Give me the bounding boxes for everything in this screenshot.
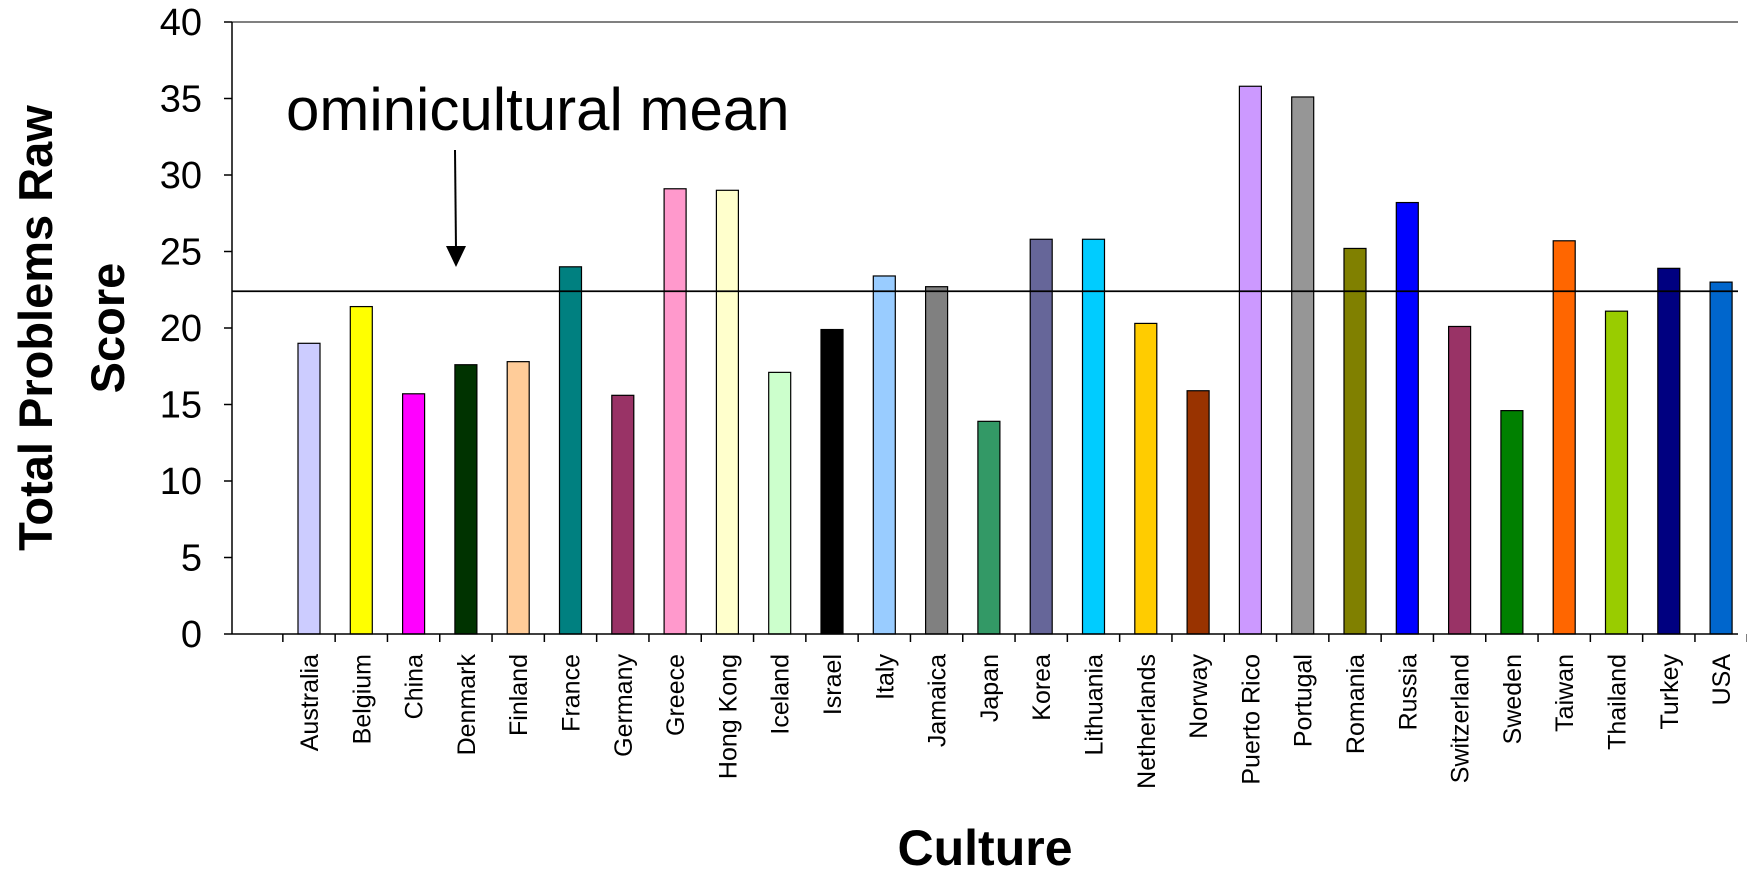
x-tick-label: Greece <box>662 654 690 736</box>
mean-arrow-shaft <box>454 149 457 251</box>
x-tick-label: Russia <box>1394 654 1422 731</box>
x-tick-label: Germany <box>610 654 638 757</box>
x-axis-title: Culture <box>898 820 1073 872</box>
bar-denmark <box>454 364 478 635</box>
bar-australia <box>297 342 321 635</box>
bar-japan <box>977 420 1001 635</box>
bar-norway <box>1186 390 1210 635</box>
x-tick-label: Puerto Rico <box>1237 654 1265 785</box>
x-tick-label: Hong Kong <box>714 654 742 779</box>
bar-sweden <box>1500 410 1524 635</box>
y-tick-label: 15 <box>160 385 202 427</box>
x-tick-label: Iceland <box>767 654 795 735</box>
y-tick-label: 10 <box>160 461 202 503</box>
bar-netherlands <box>1134 322 1158 635</box>
y-tick-label: 35 <box>160 79 202 121</box>
bar-thailand <box>1604 310 1629 635</box>
bar-iceland <box>768 371 792 635</box>
bar-lithuania <box>1081 238 1106 635</box>
x-tick-label: France <box>558 654 586 732</box>
bar-china <box>402 393 426 635</box>
bar-israel <box>820 328 844 635</box>
mean-line-group: ominicultural mean <box>232 76 1738 293</box>
bar-hong-kong <box>715 189 740 635</box>
bar-france <box>558 266 583 635</box>
x-tick-label: Australia <box>296 654 324 751</box>
y-tick-label: 30 <box>160 155 202 197</box>
mean-line-label: ominicultural mean <box>286 76 790 143</box>
axes <box>231 21 1747 642</box>
x-tick-label: Denmark <box>453 654 481 756</box>
x-tick-label: Finland <box>505 654 533 736</box>
x-axis-labels: Australia Belgium China Denmark Finland Franc… <box>296 654 1736 789</box>
y-axis-title-line-2: Score <box>81 263 134 394</box>
bar-portugal <box>1291 96 1315 635</box>
x-tick-label: Japan <box>976 654 1004 722</box>
bar-greece <box>663 188 687 635</box>
bar-jamaica <box>924 286 949 635</box>
y-axis-title-line-1: Total Problems Raw <box>9 105 62 551</box>
bar-russia <box>1395 201 1419 635</box>
x-tick-label: Korea <box>1028 654 1056 721</box>
x-tick-label: USA <box>1708 654 1736 706</box>
x-tick-label: Norway <box>1185 654 1213 739</box>
bar-korea <box>1029 238 1053 635</box>
bars <box>297 85 1733 635</box>
x-tick-label: Romania <box>1342 654 1370 754</box>
x-tick-label: Taiwan <box>1551 654 1579 732</box>
x-tick-label: Netherlands <box>1133 654 1161 789</box>
bar-switzerland <box>1447 325 1472 635</box>
x-tick-label: Turkey <box>1656 654 1684 730</box>
y-tick-label: 25 <box>160 232 202 274</box>
mean-arrow-head <box>446 246 466 267</box>
bar-germany <box>611 394 635 635</box>
bar-romania <box>1343 247 1367 635</box>
x-tick-label: Jamaica <box>924 654 952 747</box>
y-tick-label: 5 <box>181 538 202 580</box>
x-tick-label: China <box>401 654 429 719</box>
y-tick-label: 0 <box>181 614 202 656</box>
x-tick-label: Lithuania <box>1081 654 1109 756</box>
y-tick-label: 20 <box>160 308 202 350</box>
y-axis-ticks: 0 5 10 15 20 25 30 35 40 <box>160 2 232 656</box>
x-tick-label: Portugal <box>1290 654 1318 747</box>
x-tick-label: Sweden <box>1499 654 1527 744</box>
bar-italy <box>872 275 896 635</box>
bar-belgium <box>349 305 373 635</box>
x-tick-label: Thailand <box>1604 654 1632 750</box>
x-tick-label: Italy <box>871 654 899 700</box>
bar-turkey <box>1657 267 1681 635</box>
bar-usa <box>1709 281 1733 635</box>
bar-puerto-rico <box>1238 85 1263 635</box>
bar-finland <box>506 361 530 635</box>
x-tick-label: Israel <box>819 654 847 715</box>
x-tick-label: Switzerland <box>1447 654 1475 783</box>
x-tick-label: Belgium <box>348 654 376 744</box>
y-tick-label: 40 <box>160 2 202 44</box>
y-axis-title: Total Problems Raw Score <box>9 105 134 551</box>
bar-taiwan <box>1552 240 1576 635</box>
